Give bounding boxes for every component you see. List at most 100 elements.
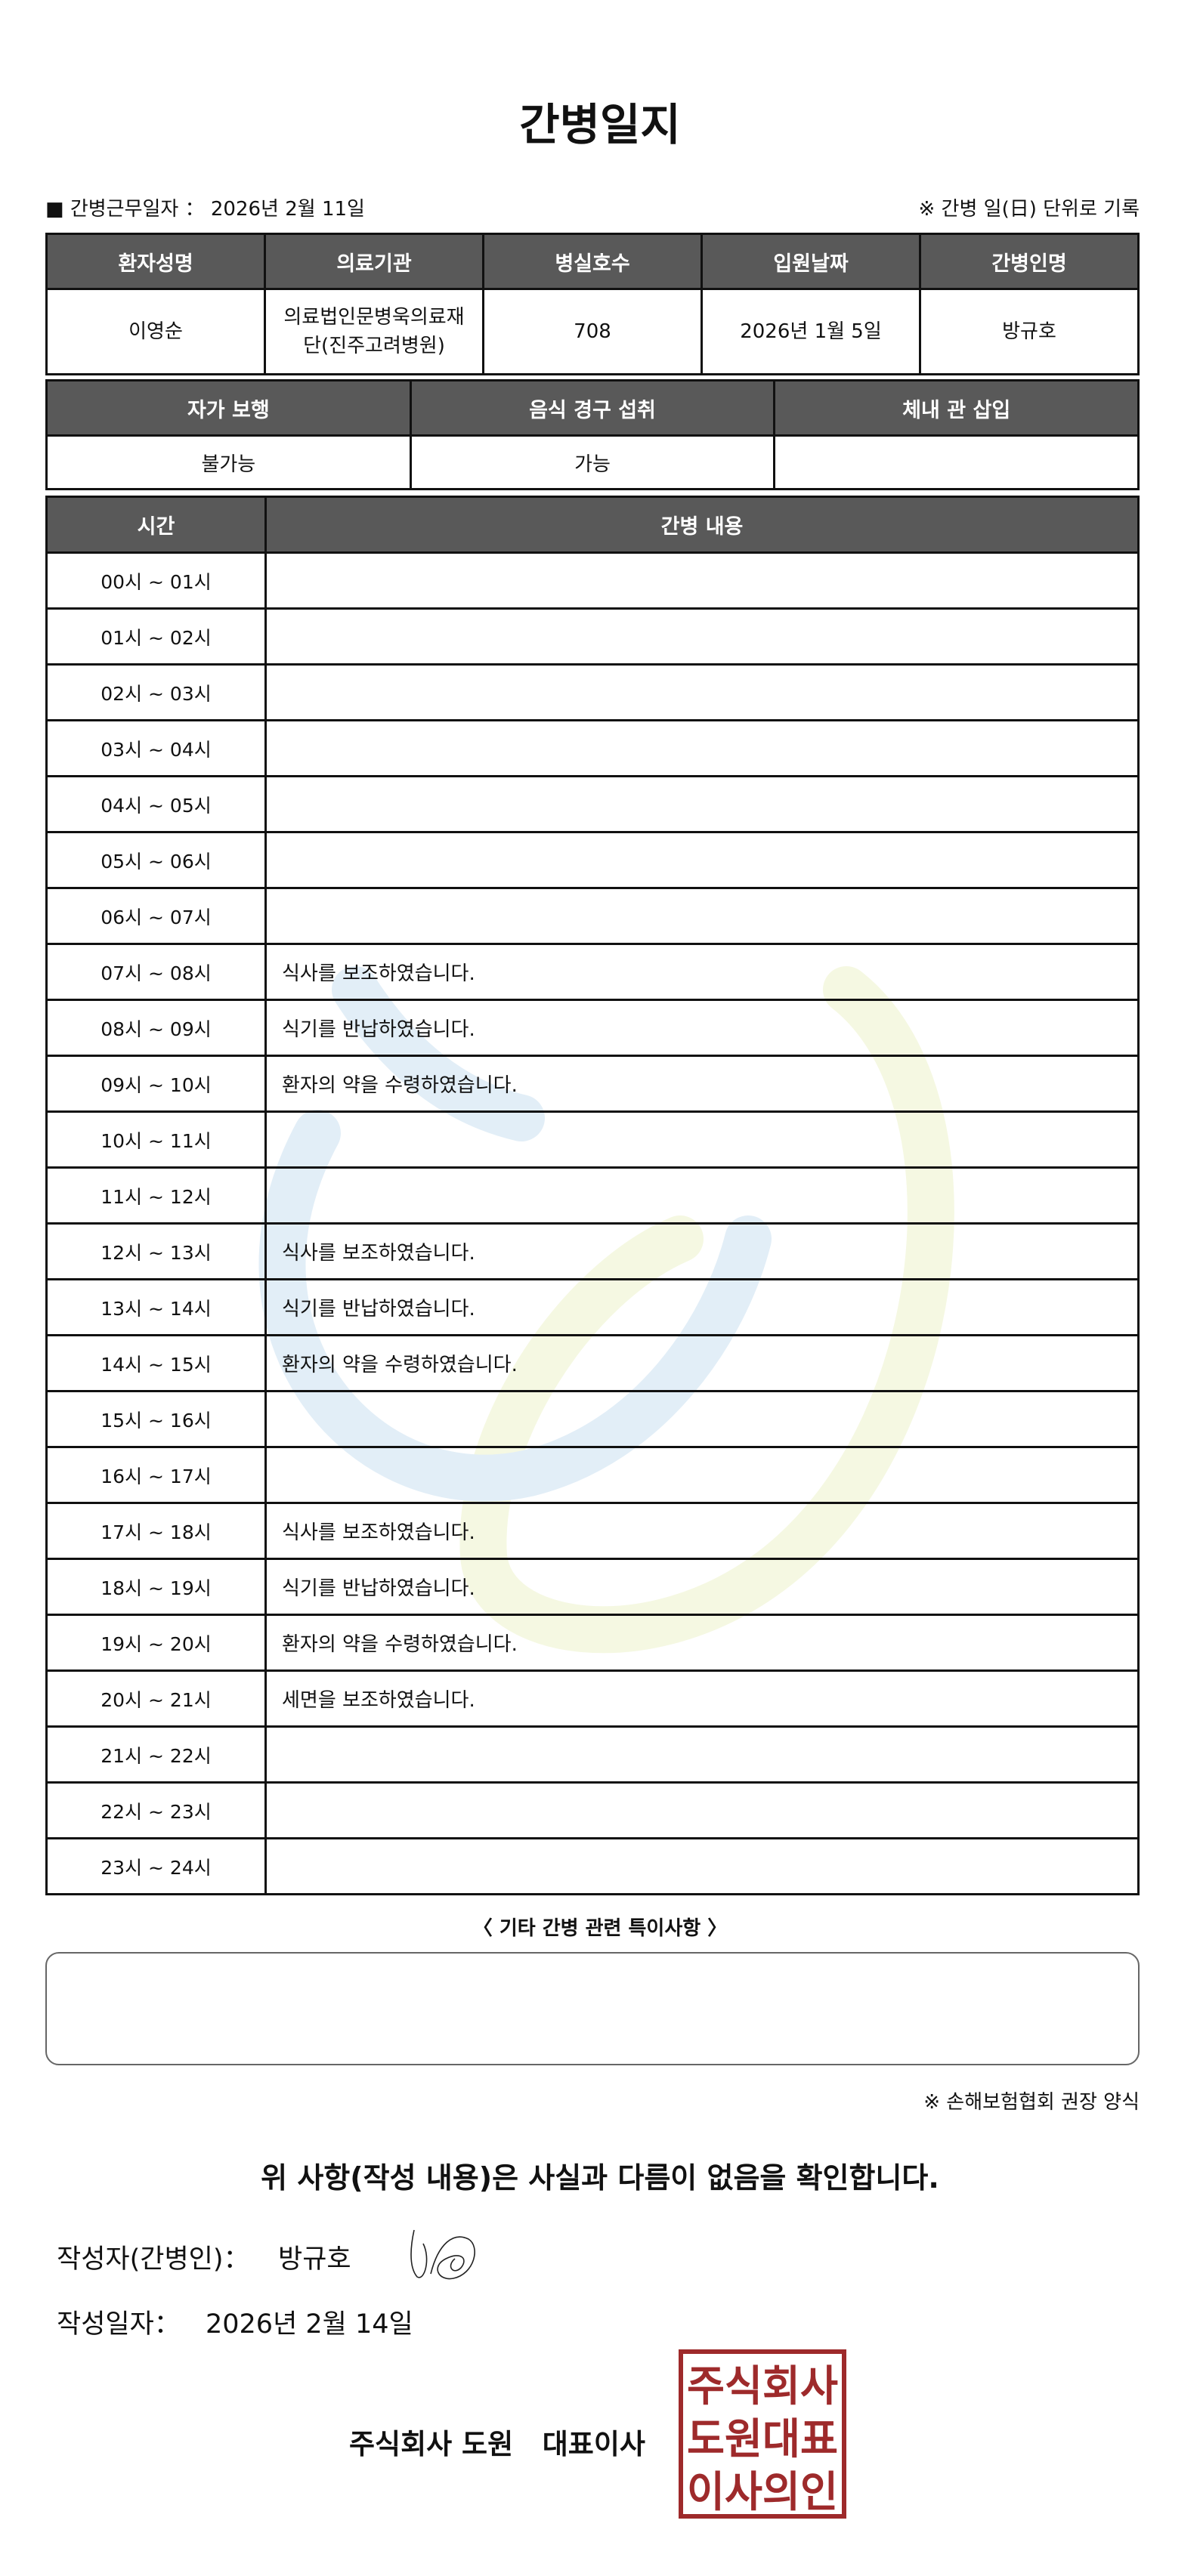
table-row: 03시 ~ 04시 [45,719,1140,777]
table-row: 06시 ~ 07시 [45,887,1140,945]
time-slot: 11시 ~ 12시 [45,1166,267,1225]
care-content [264,551,1140,610]
time-slot: 17시 ~ 18시 [45,1502,267,1560]
care-content: 식기를 반납하였습니다. [264,1558,1140,1616]
care-content: 환자의 약을 수령하였습니다. [264,1614,1140,1672]
care-content [264,1166,1140,1225]
time-slot: 02시 ~ 03시 [45,663,267,721]
signature [410,2229,475,2280]
header-patient-name: 환자성명 [45,233,266,290]
time-slot: 22시 ~ 23시 [45,1781,267,1839]
oral-intake: 가능 [409,434,776,490]
table-row: 14시 ~ 15시 환자의 약을 수령하였습니다. [45,1334,1140,1392]
tube-insertion [773,434,1140,490]
time-slot: 15시 ~ 16시 [45,1390,267,1448]
svg-text:도원대표: 도원대표 [687,2415,838,2464]
header-self-walking: 자가 보행 [45,379,412,437]
care-content [264,1725,1140,1784]
unit-note: ※ 간병 일(日) 단위로 기록 [918,198,1140,221]
table-row: 22시 ~ 23시 [45,1781,1140,1839]
table-row: 15시 ~ 16시 [45,1390,1140,1448]
time-slot: 09시 ~ 10시 [45,1055,267,1113]
work-date: ■ 간병근무일자 ： 2026년 2월 11일 [45,193,365,221]
table-row: 10시 ~ 11시 [45,1110,1140,1169]
care-content: 식기를 반납하였습니다. [264,999,1140,1057]
care-content [264,1390,1140,1448]
special-notes-box [45,1952,1140,2065]
table-row: 01시 ~ 02시 [45,607,1140,666]
header-oral-intake: 음식 경구 섭취 [409,379,776,437]
patient-name: 이영순 [45,288,266,375]
admission-date: 2026년 1월 5일 [701,288,921,375]
table-row: 19시 ~ 20시 환자의 약을 수령하였습니다. [45,1614,1140,1672]
table-row: 20시 ~ 21시 세면을 보조하였습니다. [45,1669,1140,1728]
care-content [264,1446,1140,1504]
table-row: 08시 ~ 09시 식기를 반납하였습니다. [45,999,1140,1057]
header-care-content: 간병 내용 [264,496,1140,554]
table-row: 21시 ~ 22시 [45,1725,1140,1784]
svg-text:이사의인: 이사의인 [687,2468,838,2517]
hospital: 의료법인문병욱의료재단(진주고려병원) [264,288,484,375]
care-content [264,1110,1140,1169]
header-tube-insertion: 체내 관 삽입 [773,379,1140,437]
table-row: 00시 ~ 01시 [45,551,1140,610]
care-content: 식사를 보조하였습니다. [264,1502,1140,1560]
time-slot: 06시 ~ 07시 [45,887,267,945]
table-row: 12시 ~ 13시 식사를 보조하였습니다. [45,1222,1140,1280]
care-content: 세면을 보조하였습니다. [264,1669,1140,1728]
table-row: 07시 ~ 08시 식사를 보조하였습니다. [45,943,1140,1001]
time-slot: 05시 ~ 06시 [45,831,267,889]
care-content [264,831,1140,889]
care-content [264,607,1140,666]
care-content [264,663,1140,721]
care-content [264,887,1140,945]
care-content [264,1837,1140,1895]
time-slot: 00시 ~ 01시 [45,551,267,610]
form-source-note: ※ 손해보험협회 권장 양식 [923,2091,1140,2114]
time-slot: 20시 ~ 21시 [45,1669,267,1728]
time-slot: 23시 ~ 24시 [45,1837,267,1895]
table-row: 09시 ~ 10시 환자의 약을 수령하였습니다. [45,1055,1140,1113]
time-slot: 19시 ~ 20시 [45,1614,267,1672]
header-room: 병실호수 [482,233,703,290]
time-slot: 12시 ~ 13시 [45,1222,267,1280]
caregiver-name: 방규호 [919,288,1140,375]
table-row: 05시 ~ 06시 [45,831,1140,889]
page-title: 간병일지 [519,99,681,150]
company-representative: 주식회사 도원 대표이사 [349,2428,645,2460]
table-row: 02시 ~ 03시 [45,663,1140,721]
time-slot: 04시 ~ 05시 [45,775,267,833]
special-notes-label: 〈 기타 간병 관련 특이사항 〉 [472,1917,728,1940]
confirmation-statement: 위 사항(작성 내용)은 사실과 다름이 없음을 확인합니다. [261,2161,939,2195]
writer-name: 방규호 [278,2244,351,2275]
header-time: 시간 [45,496,267,554]
care-content [264,775,1140,833]
time-slot: 13시 ~ 14시 [45,1278,267,1336]
time-slot: 14시 ~ 15시 [45,1334,267,1392]
table-row: 23시 ~ 24시 [45,1837,1140,1895]
care-content: 환자의 약을 수령하였습니다. [264,1055,1140,1113]
header-caregiver-name: 간병인명 [919,233,1140,290]
care-content: 환자의 약을 수령하였습니다. [264,1334,1140,1392]
time-slot: 18시 ~ 19시 [45,1558,267,1616]
time-slot: 21시 ~ 22시 [45,1725,267,1784]
work-date-value: 2026년 2월 11일 [210,198,365,221]
header-hospital: 의료기관 [264,233,484,290]
status-info-table: 자가 보행 음식 경구 섭취 체내 관 삽입 불가능 가능 [45,379,1140,490]
writer-label: 작성자(간병인)： [57,2244,250,2275]
svg-text:주식회사: 주식회사 [687,2362,838,2411]
table-row: 16시 ~ 17시 [45,1446,1140,1504]
time-slot: 03시 ~ 04시 [45,719,267,777]
time-slot: 10시 ~ 11시 [45,1110,267,1169]
table-row: 17시 ~ 18시 식사를 보조하였습니다. [45,1502,1140,1560]
care-content: 식사를 보조하였습니다. [264,1222,1140,1280]
table-row: 11시 ~ 12시 [45,1166,1140,1225]
company-seal: 주식회사 도원대표 이사의인 [679,2349,846,2519]
work-date-label: ■ 간병근무일자 ： [45,198,205,221]
time-slot: 08시 ~ 09시 [45,999,267,1057]
patient-info-table: 환자성명 의료기관 병실호수 입원날짜 간병인명 이영순 의료법인문병욱의료재단… [45,233,1140,375]
care-content: 식사를 보조하였습니다. [264,943,1140,1001]
time-slot: 07시 ~ 08시 [45,943,267,1001]
time-slot: 01시 ~ 02시 [45,607,267,666]
room-number: 708 [482,288,703,375]
